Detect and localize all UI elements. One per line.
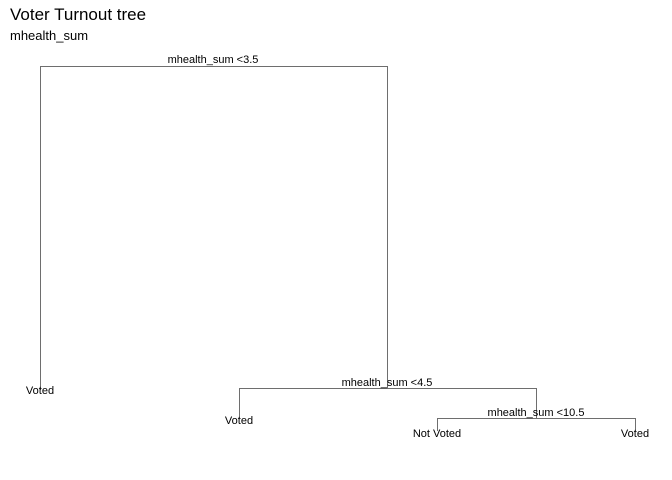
branch-root (40, 66, 388, 390)
leaf-label-1: Voted (26, 385, 54, 397)
leaf-label-4: Voted (621, 428, 649, 440)
leaf-label-3: Not Voted (413, 428, 461, 440)
chart-subtitle: mhealth_sum (10, 28, 89, 43)
split-label-3: mhealth_sum <10.5 (488, 407, 585, 419)
split-label-2: mhealth_sum <4.5 (342, 377, 433, 389)
split-label-root: mhealth_sum <3.5 (168, 54, 259, 66)
leaf-label-2: Voted (225, 415, 253, 427)
branch-split-3 (437, 418, 636, 431)
branch-split-2 (239, 388, 537, 419)
chart-title: Voter Turnout tree (10, 5, 147, 24)
